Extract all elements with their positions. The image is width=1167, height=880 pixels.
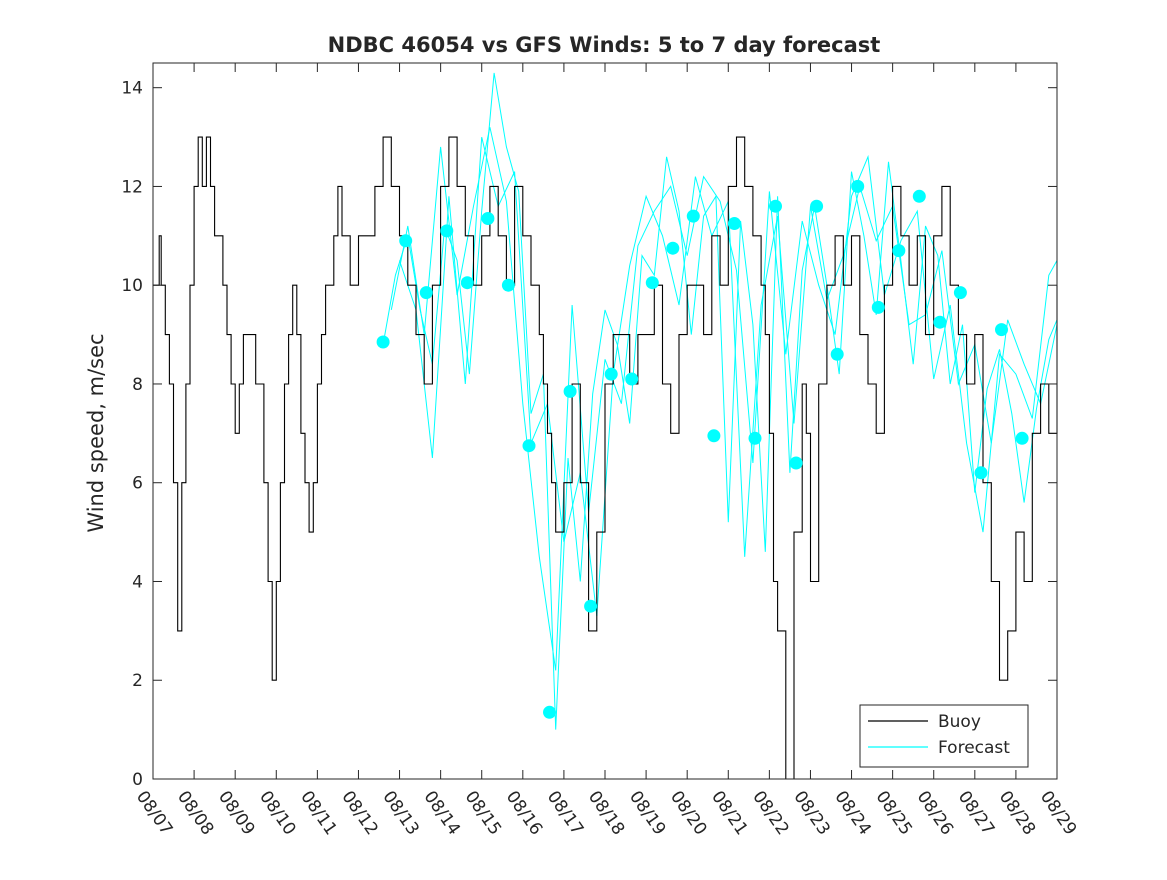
forecast-point bbox=[460, 276, 474, 290]
forecast-point bbox=[933, 315, 947, 329]
y-tick-label: 8 bbox=[132, 375, 143, 395]
forecast-point bbox=[871, 300, 885, 314]
forecast-point bbox=[522, 439, 536, 453]
forecast-point bbox=[419, 286, 433, 300]
forecast-point bbox=[789, 456, 803, 470]
y-tick-label: 4 bbox=[132, 572, 143, 592]
forecast-point bbox=[707, 429, 721, 443]
forecast-point bbox=[399, 234, 413, 248]
legend: Buoy Forecast bbox=[859, 704, 1029, 768]
forecast-point bbox=[686, 209, 700, 223]
forecast-point bbox=[727, 217, 741, 230]
forecast-point bbox=[563, 384, 577, 398]
forecast-line-1 bbox=[382, 72, 1058, 730]
forecast-point bbox=[604, 367, 618, 381]
forecast-point bbox=[830, 347, 844, 361]
forecast-point bbox=[748, 431, 762, 445]
forecast-point bbox=[995, 323, 1008, 337]
y-tick-label: 14 bbox=[121, 79, 143, 99]
y-tick-label: 12 bbox=[121, 177, 143, 197]
forecast-point bbox=[912, 189, 926, 203]
buoy-line bbox=[153, 136, 1058, 780]
forecast-point bbox=[543, 705, 556, 719]
forecast-point bbox=[440, 224, 454, 238]
y-tick-label: 10 bbox=[121, 276, 143, 296]
forecast-point bbox=[501, 278, 515, 292]
forecast-point bbox=[376, 335, 390, 349]
forecast-point bbox=[953, 286, 967, 300]
forecast-point bbox=[584, 599, 598, 613]
chart-title: NDBC 46054 vs GFS Winds: 5 to 7 day fore… bbox=[328, 33, 881, 57]
forecast-point bbox=[625, 372, 639, 386]
forecast-point bbox=[1015, 431, 1029, 445]
forecast-point bbox=[851, 179, 865, 193]
legend-box bbox=[859, 704, 1029, 768]
y-tick-label: 2 bbox=[132, 671, 143, 691]
forecast-point bbox=[769, 199, 782, 213]
plot-area: 0246810121408/0708/0808/0908/1008/1108/1… bbox=[121, 62, 1080, 839]
legend-buoy-label: Buoy bbox=[938, 712, 981, 732]
forecast-point bbox=[481, 212, 495, 225]
forecast-point bbox=[892, 244, 906, 258]
y-tick-label: 6 bbox=[132, 474, 143, 494]
forecast-point bbox=[645, 276, 659, 290]
y-axis-label: Wind speed, m/sec bbox=[84, 333, 108, 532]
y-tick-label: 0 bbox=[132, 770, 143, 790]
forecast-point bbox=[666, 241, 680, 255]
forecast-point bbox=[974, 466, 988, 480]
legend-forecast-label: Forecast bbox=[938, 738, 1010, 758]
forecast-point bbox=[810, 199, 824, 213]
